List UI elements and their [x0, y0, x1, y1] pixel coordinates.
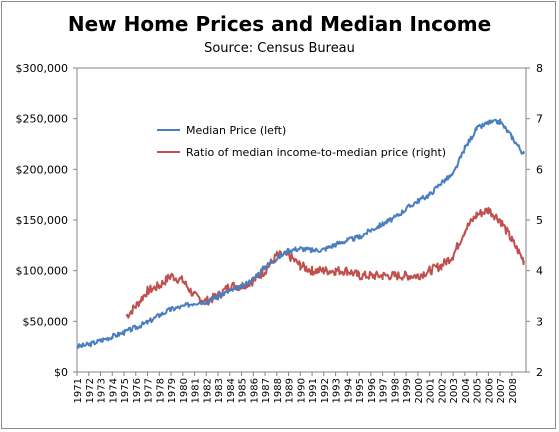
x-tick-label: 2006 — [484, 378, 495, 403]
x-tick-label: 2008 — [508, 378, 519, 403]
x-tick-label: 1972 — [85, 378, 96, 403]
x-tick-label: 1990 — [296, 378, 307, 403]
x-tick-label: 1980 — [179, 378, 190, 403]
x-tick-label: 1989 — [285, 378, 296, 403]
x-tick-label: 1994 — [343, 378, 354, 403]
y-right-tick-label: 8 — [536, 62, 543, 75]
x-tick-label: 2004 — [461, 378, 472, 403]
series-line-median-price — [76, 118, 525, 349]
x-tick-label: 1997 — [379, 378, 390, 403]
x-tick-label: 1999 — [402, 378, 413, 403]
x-tick-label: 1986 — [249, 378, 260, 403]
y-left-tick-label: $0 — [54, 366, 68, 379]
x-tick-label: 1988 — [273, 378, 284, 403]
legend-label-ratio: Ratio of median income-to-median price (… — [186, 146, 446, 159]
x-tick-label: 1975 — [120, 378, 131, 403]
x-tick-label: 1992 — [320, 378, 331, 403]
x-tick-label: 2003 — [449, 378, 460, 403]
series-line-ratio — [125, 206, 525, 319]
x-tick-label: 2002 — [437, 378, 448, 403]
x-tick-label: 1996 — [367, 378, 378, 403]
y-right-tick-label: 6 — [536, 163, 543, 176]
y-left-tick-label: $100,000 — [16, 265, 69, 278]
y-right-tick-label: 7 — [536, 113, 543, 126]
y-left-tick-label: $50,000 — [23, 315, 69, 328]
x-tick-label: 1973 — [97, 378, 108, 403]
series-layer — [76, 118, 525, 349]
x-tick-label: 1981 — [191, 378, 202, 403]
x-tick-label: 1974 — [108, 378, 119, 403]
x-tick-label: 1977 — [144, 378, 155, 403]
x-tick-label: 1991 — [308, 378, 319, 403]
y-left-tick-label: $250,000 — [16, 113, 69, 126]
x-tick-label: 2000 — [414, 378, 425, 403]
x-tick-label: 1976 — [132, 378, 143, 403]
x-tick-label: 1971 — [73, 378, 84, 403]
x-tick-label: 1983 — [214, 378, 225, 403]
x-tick-label: 2007 — [496, 378, 507, 403]
x-tick-label: 1987 — [261, 378, 272, 403]
chart-title: New Home Prices and Median Income — [67, 12, 492, 36]
y-right-tick-label: 5 — [536, 214, 543, 227]
y-left-tick-label: $200,000 — [16, 163, 69, 176]
x-tick-label: 2005 — [473, 378, 484, 403]
legend: Median Price (left) Ratio of median incom… — [157, 124, 446, 159]
x-tick-label: 1985 — [238, 378, 249, 403]
y-left-tick-label: $150,000 — [16, 214, 69, 227]
x-tick-label: 1984 — [226, 378, 237, 403]
y-right-tick-label: 4 — [536, 265, 543, 278]
legend-label-median-price: Median Price (left) — [186, 124, 286, 137]
x-tick-label: 1978 — [155, 378, 166, 403]
x-tick-label: 1993 — [332, 378, 343, 403]
y-left-tick-label: $300,000 — [16, 62, 69, 75]
x-tick-label: 1982 — [202, 378, 213, 403]
x-tick-label: 1998 — [390, 378, 401, 403]
axes: $0 $50,000 $100,000 $150,000 $200,000 $250,00… — [16, 62, 544, 403]
chart-subtitle: Source: Census Bureau — [204, 41, 355, 56]
y-right-tick-label: 2 — [536, 366, 543, 379]
x-tick-label: 1995 — [355, 378, 366, 403]
x-tick-label: 1979 — [167, 378, 178, 403]
x-tick-label: 2001 — [426, 378, 437, 403]
y-right-tick-label: 3 — [536, 315, 543, 328]
plot-area-border — [76, 67, 527, 373]
